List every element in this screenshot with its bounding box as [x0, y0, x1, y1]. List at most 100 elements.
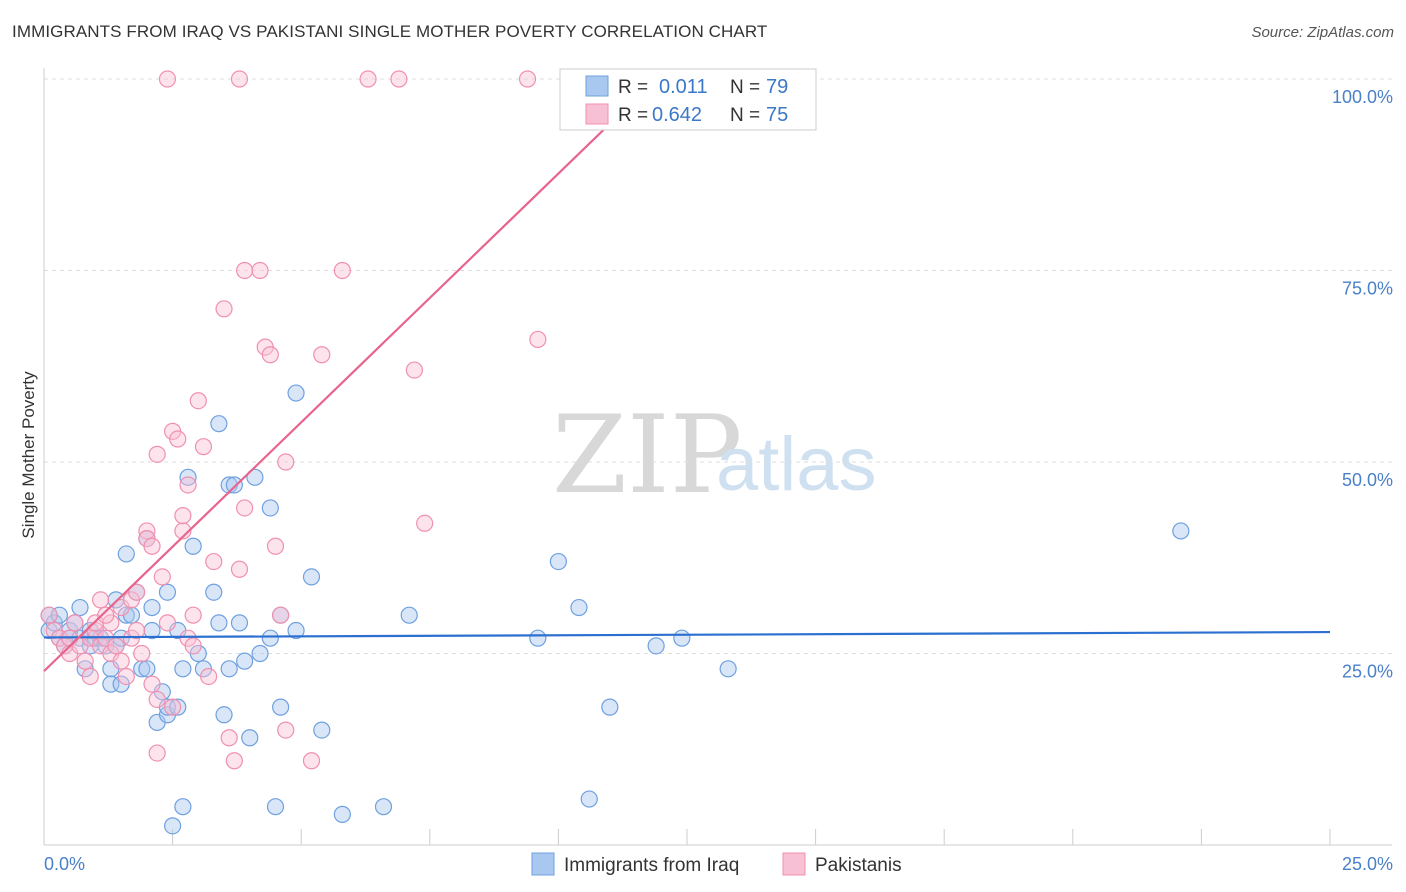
- x-tick-labels: 0.0% 25.0%: [44, 854, 1393, 874]
- point-iraq: [529, 629, 547, 647]
- point-pakistanis: [184, 606, 202, 624]
- point-iraq: [261, 499, 279, 517]
- point-pakistanis: [112, 652, 130, 670]
- point-pakistanis: [251, 261, 269, 280]
- point-iraq: [210, 415, 228, 433]
- point-iraq: [580, 790, 598, 808]
- point-iraq: [1172, 522, 1190, 540]
- point-pakistanis: [153, 568, 171, 586]
- point-iraq: [169, 698, 187, 716]
- point-pakistanis: [179, 476, 197, 494]
- legend-swatch-pakistanis: [585, 103, 609, 125]
- point-pakistanis: [272, 606, 290, 624]
- point-pakistanis: [107, 637, 125, 655]
- point-iraq: [287, 384, 305, 402]
- series-iraq-points: [40, 384, 1190, 835]
- point-pakistanis: [277, 721, 295, 739]
- point-pakistanis: [215, 300, 233, 318]
- point-iraq: [174, 660, 192, 678]
- y-axis-label: Single Mother Poverty: [19, 371, 38, 539]
- point-iraq: [246, 468, 264, 486]
- point-iraq: [117, 545, 135, 563]
- point-iraq: [174, 798, 192, 816]
- watermark-atlas: atlas: [716, 422, 877, 507]
- point-iraq: [133, 660, 151, 678]
- point-pakistanis: [200, 667, 218, 686]
- point-pakistanis: [529, 330, 547, 349]
- point-iraq: [225, 476, 243, 494]
- chart-title: IMMIGRANTS FROM IRAQ VS PAKISTANI SINGLE…: [12, 22, 768, 41]
- point-pakistanis: [236, 499, 254, 517]
- point-iraq: [241, 729, 259, 747]
- point-pakistanis: [184, 637, 202, 655]
- point-pakistanis: [164, 698, 182, 716]
- point-iraq: [143, 598, 161, 617]
- gridlines: [44, 78, 1392, 654]
- point-pakistanis: [359, 70, 377, 88]
- series-legend: Immigrants from Iraq Pakistanis: [531, 852, 902, 876]
- axes: [43, 68, 1392, 846]
- point-iraq: [138, 660, 156, 678]
- point-pakistanis: [66, 614, 84, 632]
- point-iraq: [549, 552, 568, 571]
- point-pakistanis: [76, 652, 94, 670]
- point-iraq: [673, 629, 691, 647]
- point-pakistanis: [189, 392, 207, 410]
- point-pakistanis: [148, 690, 166, 709]
- point-pakistanis: [127, 583, 146, 601]
- point-pakistanis: [266, 537, 285, 555]
- point-iraq: [647, 637, 665, 655]
- point-iraq: [400, 606, 418, 624]
- point-pakistanis: [117, 667, 135, 686]
- legend-n-value-pakistanis: 75: [766, 104, 788, 126]
- y-tick-label: 100.0%: [1332, 87, 1393, 107]
- point-iraq: [158, 583, 177, 601]
- x-tick-label: 0.0%: [44, 854, 85, 874]
- point-pakistanis: [127, 621, 146, 640]
- point-pakistanis: [405, 361, 423, 379]
- point-iraq: [230, 614, 249, 632]
- watermark-zip: ZIP: [552, 393, 742, 518]
- point-iraq: [164, 817, 182, 835]
- point-pakistanis: [518, 70, 537, 88]
- point-pakistanis: [143, 675, 161, 693]
- point-pakistanis: [148, 744, 166, 762]
- point-pakistanis: [205, 552, 223, 571]
- point-iraq: [570, 598, 588, 617]
- legend-r-value-iraq: 0.011: [659, 76, 708, 98]
- point-pakistanis: [220, 729, 238, 747]
- point-iraq: [251, 644, 269, 663]
- trend-line-iraq: [43, 630, 1331, 639]
- point-pakistanis: [333, 261, 351, 280]
- x-tick-label: 25.0%: [1342, 854, 1393, 874]
- point-iraq: [210, 614, 228, 632]
- point-iraq: [261, 629, 279, 647]
- point-iraq: [236, 652, 254, 670]
- point-pakistanis: [174, 522, 192, 540]
- point-pakistanis: [194, 438, 213, 456]
- point-pakistanis: [97, 606, 115, 624]
- legend-n-label-pakistanis: N =: [730, 105, 760, 126]
- legend-n-value-iraq: 79: [766, 76, 788, 98]
- point-iraq: [601, 698, 619, 716]
- y-tick-label: 25.0%: [1342, 662, 1393, 682]
- point-iraq: [215, 706, 233, 724]
- point-pakistanis: [40, 606, 58, 624]
- point-pakistanis: [143, 537, 161, 555]
- correlation-legend: R = 0.011 N = 79 R = 0.642 N = 75: [559, 68, 817, 131]
- legend-r-label-pakistanis: R =: [618, 105, 648, 126]
- point-pakistanis: [313, 346, 331, 364]
- legend-r-value-pakistanis: 0.642: [652, 104, 702, 126]
- point-iraq: [266, 798, 285, 816]
- point-pakistanis: [91, 591, 110, 609]
- series-pakistanis-points: [40, 70, 655, 770]
- point-pakistanis: [302, 752, 321, 770]
- point-pakistanis: [236, 261, 254, 280]
- legend-r-label-iraq: R =: [618, 77, 648, 98]
- point-pakistanis: [261, 346, 279, 364]
- point-pakistanis: [416, 514, 434, 532]
- point-pakistanis: [277, 453, 295, 471]
- point-pakistanis: [133, 644, 151, 663]
- point-iraq: [374, 798, 393, 816]
